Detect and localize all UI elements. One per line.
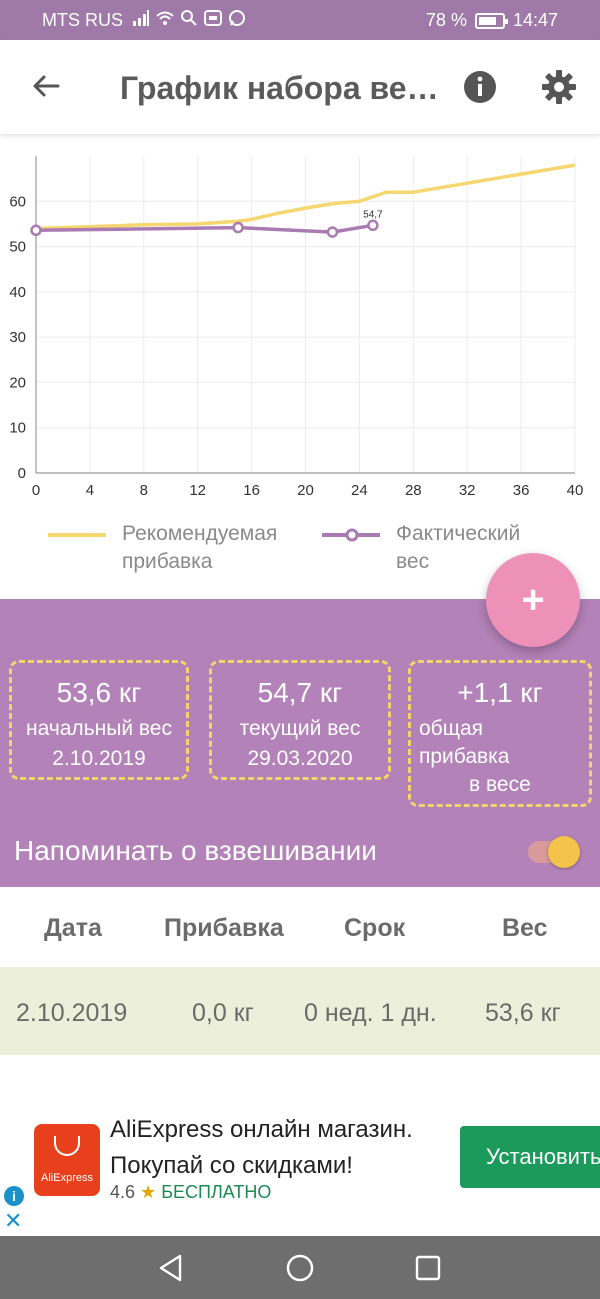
install-button[interactable]: Установить bbox=[460, 1126, 600, 1188]
start-weight-date: 2.10.2019 bbox=[52, 747, 146, 770]
reminder-label: Напоминать о взвешивании bbox=[14, 835, 377, 866]
ad-price: БЕСПЛАТНО bbox=[161, 1182, 272, 1202]
actual-weight-line bbox=[35, 223, 374, 234]
home-circle-icon[interactable] bbox=[285, 1253, 315, 1283]
ad-close-icon[interactable]: ✕ bbox=[4, 1208, 23, 1233]
cell-weight: 53,6 кг bbox=[485, 999, 561, 1027]
ad-info-icon[interactable]: i bbox=[4, 1186, 24, 1206]
x-tick-label: 32 bbox=[459, 482, 476, 499]
weight-chart-svg: 0 4 8 12 16 20 24 28 32 36 40 0 10 20 30 40 50 60 54,7 bbox=[9, 156, 584, 499]
ad-title[interactable]: AliExpress онлайн магазин. bbox=[110, 1116, 413, 1143]
legend-recommended-swatch bbox=[48, 533, 106, 537]
current-weight-card: 54,7 кг текущий вес 29.03.2020 bbox=[209, 660, 391, 780]
add-weight-button[interactable]: + bbox=[486, 553, 580, 647]
cell-term: 0 нед. 1 дн. bbox=[304, 999, 437, 1027]
start-weight-value: 53,6 кг bbox=[56, 677, 142, 708]
legend-recommended: Рекомендуемая прибавка bbox=[46, 520, 312, 576]
y-tick-label: 60 bbox=[9, 193, 26, 210]
ad-subtitle[interactable]: Покупай со скидками! bbox=[110, 1152, 353, 1179]
weight-chart: 0 4 8 12 16 20 24 28 32 36 40 0 10 20 30 40 50 60 54,7 bbox=[0, 140, 600, 500]
y-tick-label: 50 bbox=[9, 239, 26, 256]
reminder-toggle[interactable] bbox=[528, 836, 582, 868]
shopping-bag-icon bbox=[54, 1136, 80, 1156]
x-tick-label: 40 bbox=[567, 482, 584, 499]
status-right: 78 % 14:47 bbox=[426, 10, 558, 31]
momlife-icon bbox=[204, 10, 222, 26]
battery-icon bbox=[474, 12, 508, 29]
x-tick-label: 24 bbox=[351, 482, 368, 499]
cell-gain: 0,0 кг bbox=[192, 999, 254, 1027]
battery-percent: 78 % bbox=[425, 10, 467, 30]
x-tick-label: 12 bbox=[189, 482, 206, 499]
star-icon: ★ bbox=[140, 1182, 157, 1202]
x-tick-label: 36 bbox=[513, 482, 530, 499]
aliexpress-logo-text: AliExpress bbox=[41, 1172, 93, 1184]
gear-icon[interactable] bbox=[540, 68, 578, 106]
whatsapp-icon bbox=[229, 10, 245, 26]
chart-legend: Рекомендуемая прибавка Фактический вес bbox=[0, 520, 600, 596]
table-header: Дата Прибавка Срок Вес bbox=[0, 887, 600, 967]
system-nav-bar bbox=[0, 1236, 600, 1299]
page-title: График набора ве… bbox=[120, 70, 439, 106]
info-icon[interactable] bbox=[462, 69, 498, 105]
x-tick-label: 4 bbox=[86, 482, 94, 499]
start-weight-label: начальный вес bbox=[26, 717, 172, 740]
legend-actual: Фактический вес bbox=[320, 520, 546, 576]
wifi-icon bbox=[156, 11, 174, 25]
y-tick-label: 40 bbox=[9, 284, 26, 301]
current-weight-value: 54,7 кг bbox=[257, 677, 343, 708]
x-tick-label: 0 bbox=[32, 482, 40, 499]
start-weight-card: 53,6 кг начальный вес 2.10.2019 bbox=[9, 660, 189, 780]
legend-recommended-label: Рекомендуемая прибавка bbox=[122, 522, 278, 573]
header-date: Дата bbox=[44, 914, 102, 942]
ad-rating-value: 4.6 bbox=[110, 1182, 136, 1202]
plus-icon: + bbox=[521, 577, 545, 622]
y-tick-label: 30 bbox=[9, 329, 26, 346]
y-tick-label: 0 bbox=[18, 465, 26, 482]
search-icon bbox=[181, 10, 197, 26]
signal-icon bbox=[133, 10, 149, 26]
x-tick-label: 28 bbox=[405, 482, 422, 499]
aliexpress-logo[interactable]: AliExpress bbox=[34, 1124, 100, 1196]
carrier-name: MTS RUS bbox=[42, 10, 123, 30]
reminder-toggle-knob bbox=[548, 836, 580, 868]
x-tick-label: 16 bbox=[243, 482, 260, 499]
header-weight: Вес bbox=[502, 914, 548, 942]
current-weight-label: текущий вес bbox=[239, 717, 361, 740]
legend-actual-swatch bbox=[322, 528, 380, 542]
status-icons bbox=[132, 9, 246, 27]
y-tick-label: 10 bbox=[9, 420, 26, 437]
total-gain-label: общая прибавка в весе bbox=[411, 715, 589, 799]
ad-rating: 4.6 ★ БЕСПЛАТНО bbox=[110, 1182, 271, 1203]
back-arrow-icon[interactable] bbox=[28, 68, 64, 104]
clock: 14:47 bbox=[512, 10, 558, 30]
header-gain: Прибавка bbox=[164, 914, 284, 942]
total-gain-value: +1,1 кг bbox=[457, 677, 543, 708]
legend-actual-label: Фактический вес bbox=[396, 522, 521, 573]
table-row[interactable]: 2.10.2019 0,0 кг 0 нед. 1 дн. 53,6 кг bbox=[0, 967, 600, 1055]
actual-weight-point bbox=[367, 219, 379, 232]
actual-weight-point bbox=[30, 224, 42, 237]
total-gain-label-2: прибавка bbox=[419, 745, 510, 768]
total-gain-card: +1,1 кг общая прибавка в весе bbox=[408, 660, 592, 807]
recommended-gain-line bbox=[35, 163, 576, 231]
total-gain-label-1: общая bbox=[419, 717, 484, 740]
ad-banner[interactable]: AliExpress AliExpress онлайн магазин. По… bbox=[0, 1108, 600, 1236]
summary-panel: 53,6 кг начальный вес 2.10.2019 54,7 кг … bbox=[0, 599, 600, 887]
header-term: Срок bbox=[344, 914, 406, 942]
actual-weight-point bbox=[232, 221, 244, 234]
total-gain-label-3: в весе bbox=[469, 773, 531, 796]
y-tick-label: 20 bbox=[9, 374, 26, 391]
x-tick-label: 8 bbox=[140, 482, 148, 499]
app-bar: График набора ве… bbox=[0, 40, 600, 134]
recents-square-icon[interactable] bbox=[413, 1253, 443, 1283]
x-tick-label: 20 bbox=[297, 482, 314, 499]
status-bar: MTS RUS 78 % 14:47 bbox=[0, 0, 600, 40]
data-label: 54,7 bbox=[363, 209, 383, 220]
actual-weight-point bbox=[326, 226, 339, 238]
cell-date: 2.10.2019 bbox=[16, 999, 128, 1027]
back-triangle-icon[interactable] bbox=[156, 1253, 186, 1283]
current-weight-date: 29.03.2020 bbox=[247, 747, 353, 770]
